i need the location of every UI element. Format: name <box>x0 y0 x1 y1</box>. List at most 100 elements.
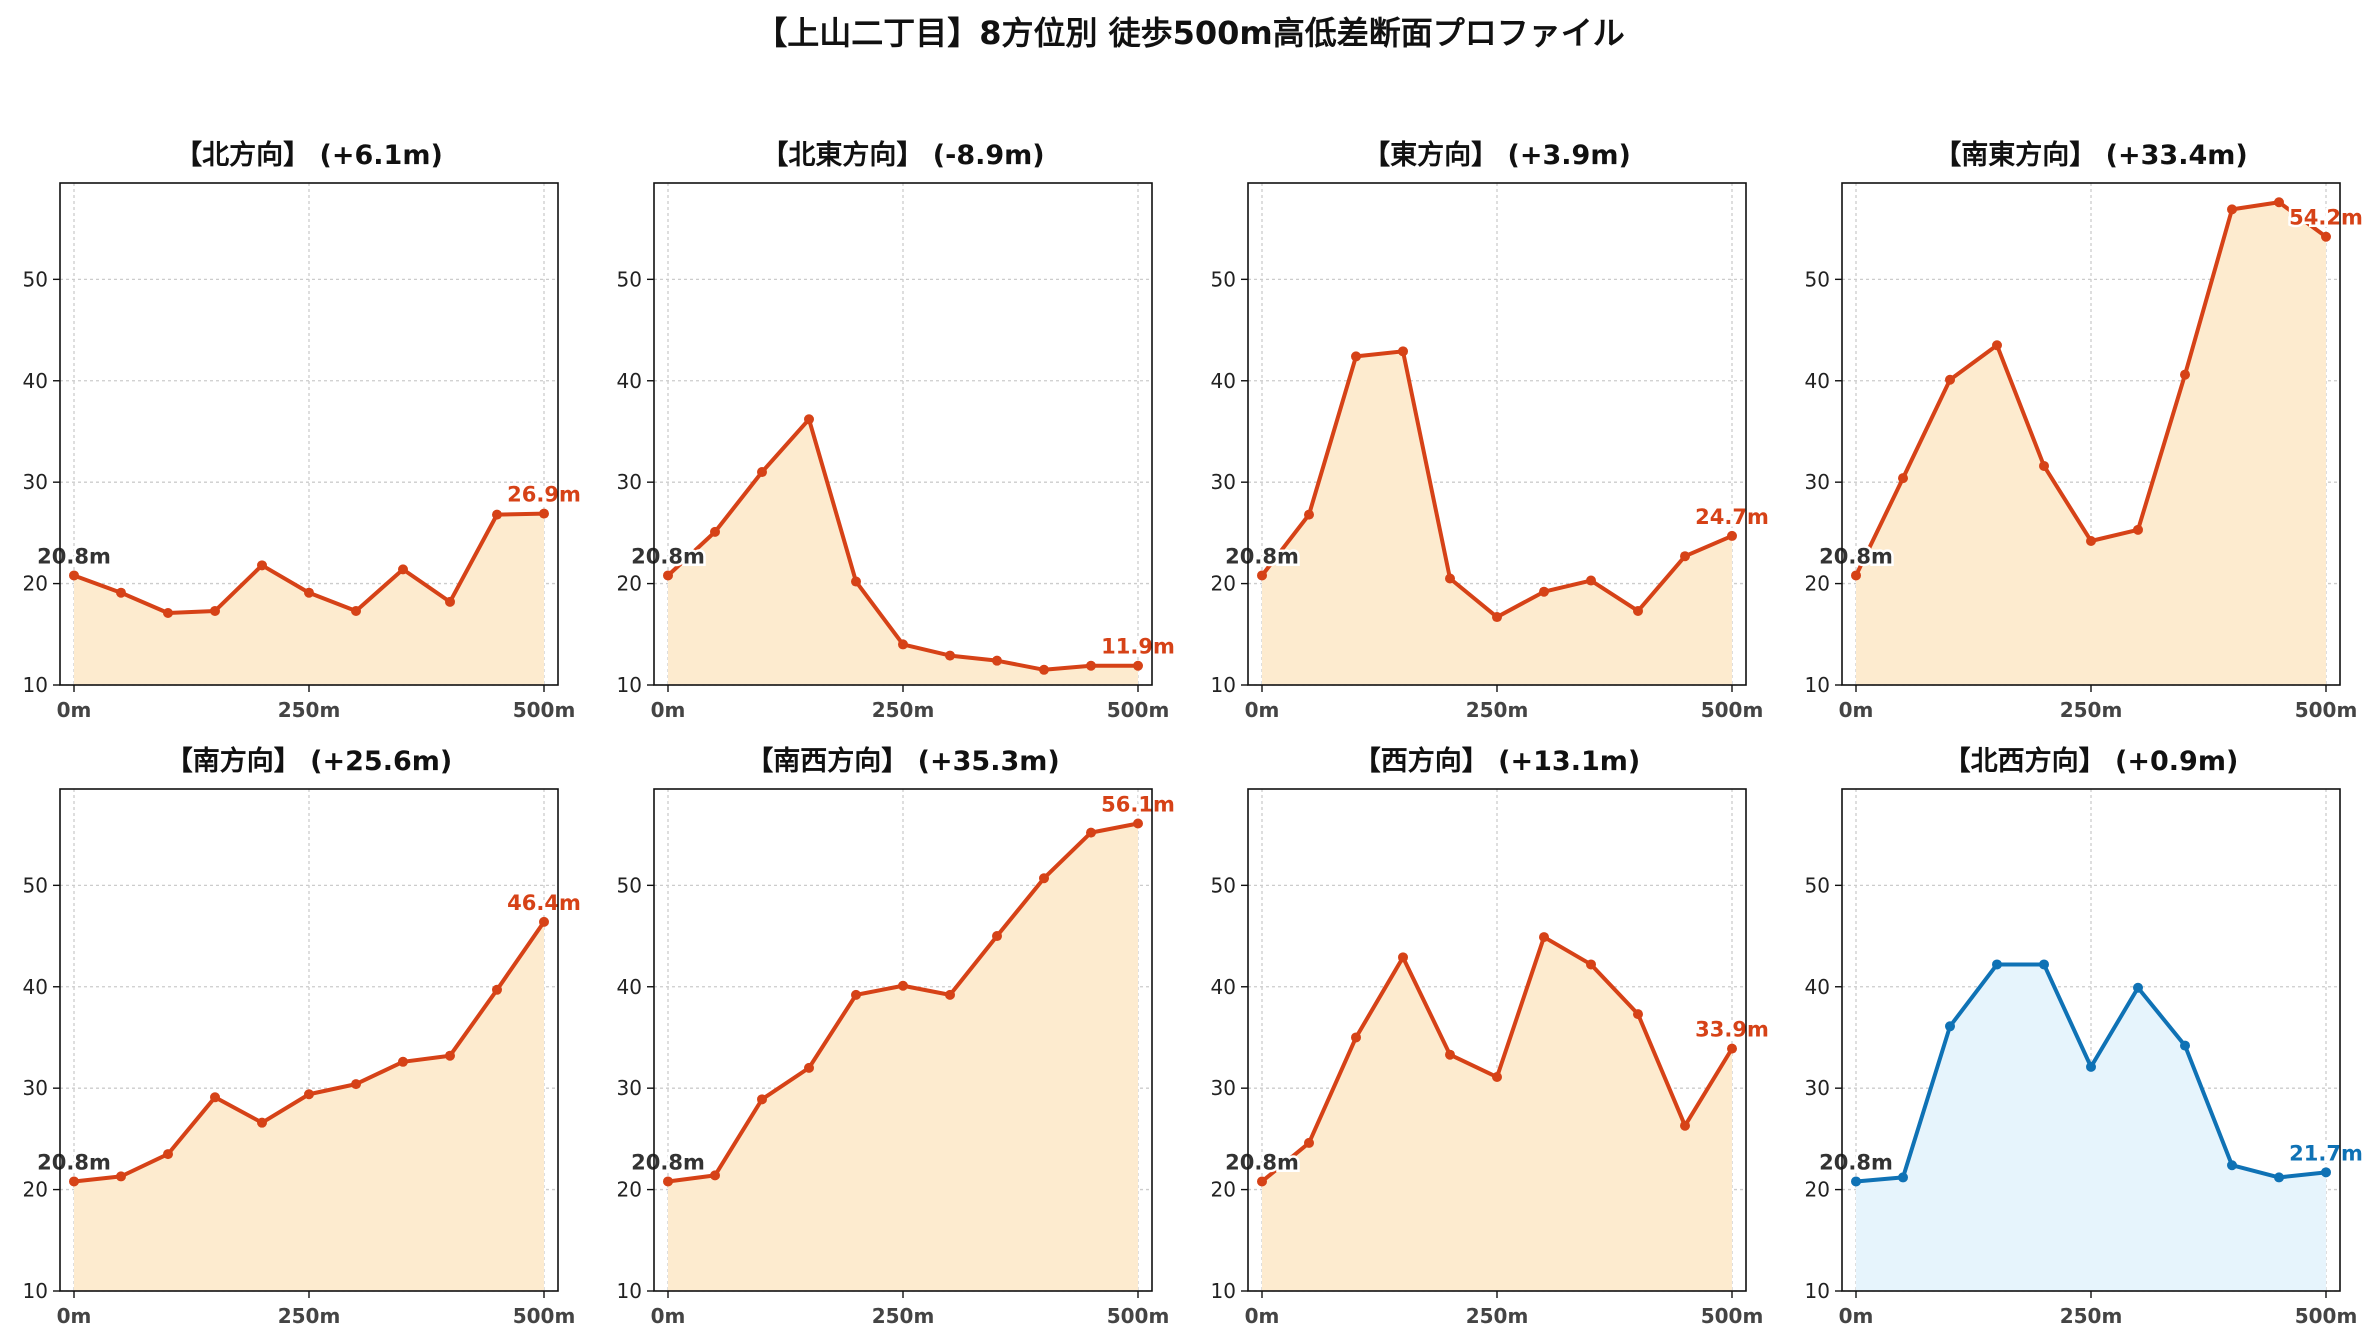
y-tick-label: 40 <box>1805 369 1830 393</box>
y-tick-label: 20 <box>617 572 642 596</box>
y-tick-label: 10 <box>1805 1279 1830 1303</box>
x-tick-label: 0m <box>1245 1304 1280 1328</box>
x-tick-label: 250m <box>2060 1304 2123 1328</box>
data-point <box>663 1176 673 1187</box>
data-point <box>1586 959 1596 970</box>
data-point <box>1992 959 2002 970</box>
data-point <box>492 984 502 995</box>
x-tick-label: 250m <box>278 1304 341 1328</box>
data-point <box>757 1094 767 1105</box>
start-value-label: 20.8m <box>631 1150 705 1174</box>
data-point <box>757 467 767 478</box>
data-point <box>210 1092 220 1103</box>
data-point <box>539 508 549 519</box>
data-point <box>1351 1032 1361 1043</box>
data-point <box>398 564 408 575</box>
end-value-label: 33.9m <box>1695 1018 1769 1042</box>
data-point <box>945 989 955 1000</box>
data-point <box>1492 612 1502 623</box>
data-point <box>898 980 908 991</box>
x-tick-label: 250m <box>872 698 935 722</box>
start-value-label: 20.8m <box>1225 544 1299 568</box>
y-tick-label: 40 <box>617 975 642 999</box>
data-point <box>2133 524 2143 535</box>
data-point <box>116 587 126 598</box>
data-point <box>1898 1172 1908 1183</box>
y-tick-label: 40 <box>23 369 48 393</box>
series-fill-area <box>74 921 544 1291</box>
data-point <box>445 596 455 607</box>
data-point <box>2133 982 2143 993</box>
y-tick-label: 30 <box>617 1076 642 1100</box>
data-point <box>1492 1072 1502 1083</box>
data-point <box>1680 551 1690 562</box>
data-point <box>1398 346 1408 357</box>
data-point <box>1351 351 1361 362</box>
x-tick-label: 250m <box>1466 698 1529 722</box>
y-tick-label: 40 <box>1211 975 1236 999</box>
data-point <box>851 576 861 587</box>
data-point <box>257 1117 267 1128</box>
y-tick-label: 20 <box>23 572 48 596</box>
x-tick-label: 500m <box>1107 698 1170 722</box>
start-value-label: 20.8m <box>1819 544 1893 568</box>
data-point <box>1851 570 1861 581</box>
data-point <box>1992 340 2002 351</box>
y-tick-label: 10 <box>1211 1279 1236 1303</box>
data-point <box>2274 197 2284 208</box>
data-point <box>351 605 361 616</box>
series-fill-area <box>74 513 544 685</box>
data-point <box>1633 605 1643 616</box>
x-tick-label: 500m <box>1701 1304 1764 1328</box>
y-tick-label: 30 <box>1805 1076 1830 1100</box>
y-tick-label: 10 <box>617 673 642 697</box>
series-fill-area <box>668 419 1138 685</box>
y-tick-label: 30 <box>1805 470 1830 494</box>
end-value-label: 11.9m <box>1101 635 1175 659</box>
data-point <box>1039 664 1049 675</box>
data-point <box>163 1149 173 1160</box>
panel-title: 【南東方向】 (+33.4m) <box>1934 139 2247 171</box>
data-point <box>351 1079 361 1090</box>
y-tick-label: 40 <box>23 975 48 999</box>
panel-title: 【東方向】 (+3.9m) <box>1363 139 1631 171</box>
x-tick-label: 250m <box>278 698 341 722</box>
data-point <box>1304 509 1314 520</box>
x-tick-label: 500m <box>513 1304 576 1328</box>
x-tick-label: 0m <box>1839 698 1874 722</box>
y-tick-label: 10 <box>23 673 48 697</box>
data-point <box>539 916 549 927</box>
data-point <box>1851 1176 1861 1187</box>
x-tick-label: 250m <box>1466 1304 1529 1328</box>
x-tick-label: 0m <box>57 1304 92 1328</box>
data-point <box>2274 1172 2284 1183</box>
data-point <box>445 1050 455 1061</box>
panel-title: 【南方向】 (+25.6m) <box>166 745 452 777</box>
data-point <box>304 587 314 598</box>
y-tick-label: 50 <box>1211 267 1236 291</box>
data-point <box>945 650 955 661</box>
y-tick-label: 50 <box>617 267 642 291</box>
y-tick-label: 20 <box>1805 572 1830 596</box>
data-point <box>898 639 908 650</box>
data-point <box>2039 460 2049 471</box>
x-tick-label: 0m <box>1839 1304 1874 1328</box>
y-tick-label: 20 <box>1211 572 1236 596</box>
y-tick-label: 30 <box>23 470 48 494</box>
data-point <box>804 414 814 425</box>
y-tick-label: 10 <box>1805 673 1830 697</box>
y-tick-label: 50 <box>617 873 642 897</box>
end-value-label: 24.7m <box>1695 505 1769 529</box>
y-tick-label: 10 <box>23 1279 48 1303</box>
data-point <box>2086 1061 2096 1072</box>
start-value-label: 20.8m <box>1225 1150 1299 1174</box>
data-point <box>710 1170 720 1181</box>
